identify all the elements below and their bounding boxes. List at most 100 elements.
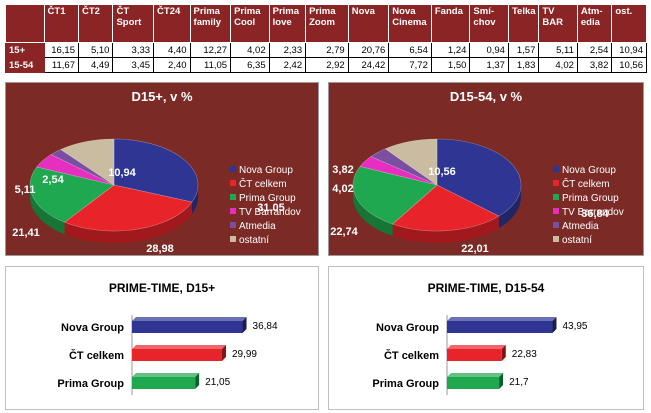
legend-swatch-t-celkem [553, 180, 559, 186]
table-cell: 5,10 [77, 42, 114, 58]
bar-top-nova-group [447, 317, 557, 321]
bar-side-prima-group [499, 373, 504, 389]
bar-panel-d15: PRIME-TIME, D15+ Nova Group 36,84 ČT celke… [5, 266, 319, 410]
legend-label-tv-barrandov: TV Barrandov [562, 207, 624, 218]
table-cell: 11,67 [43, 57, 80, 73]
bar-side-t-celkem [501, 345, 506, 361]
bar-top-t-celkem [132, 345, 226, 349]
legend-swatch-atmedia [230, 222, 236, 228]
bar-side-nova-group [552, 317, 557, 333]
pie-sides [353, 185, 521, 244]
pie-slice-atmedia [50, 149, 115, 186]
bar-title-d15-54: PRIME-TIME, D15-54 [427, 281, 545, 295]
table-cell: 4,02 [538, 57, 578, 73]
bar-value-label: 22,83 [512, 349, 537, 360]
table-cell: 4,02 [230, 42, 270, 58]
pie-side-t-celkem [64, 202, 193, 244]
pie-panel-d15-54: D15-54, v % 36,84 22,01 22,74 4,02 3,82 10,56… [328, 82, 644, 256]
legend-label-prima-group: Prima Group [239, 193, 296, 204]
legend-label-atmedia: Atmedia [562, 221, 599, 232]
pie-slice-ostatn [60, 138, 115, 186]
pie-title-d15: D15+, v % [131, 89, 193, 104]
table-cell: 2,33 [268, 42, 307, 58]
pie-panel-d15: D15+, v % 31,05 28,98 21,41 5,11 2,54 10,94 No… [5, 82, 319, 256]
bar-top-prima-group [447, 373, 504, 377]
column-header: Atm-edia [576, 4, 613, 43]
table-cell: 2,54 [576, 42, 613, 58]
legend-swatch-ostatn [230, 236, 236, 242]
pie-value-label: 5,11 [15, 184, 36, 196]
bar-top-t-celkem [447, 345, 506, 349]
legend-swatch-nova-group [553, 166, 559, 172]
bar-prima-group [132, 377, 196, 389]
bar-side-t-celkem [221, 345, 226, 361]
table-cell: 1,57 [507, 42, 540, 58]
bar-value-label: 21,7 [509, 377, 529, 388]
legend-swatch-atmedia [553, 222, 559, 228]
bar-value-label: 43,95 [562, 321, 587, 332]
bar-prima-group [447, 377, 500, 389]
table-row: 15+ 16,15 5,10 3,33 4,40 12,27 4,02 2,33 2,79 20,… [5, 42, 647, 58]
pie-slice-t-celkem [63, 184, 193, 232]
bar-category-label: Prima Group [372, 378, 439, 390]
table-cell: 5,11 [538, 42, 578, 58]
pie-side-nova-group [498, 185, 521, 229]
bar-t-celkem [132, 349, 222, 361]
pie-value-label: 4,02 [332, 183, 353, 195]
pie-chart-d15-54: 36,84 22,01 22,74 4,02 3,82 10,56 Nova GroupČT… [330, 138, 624, 255]
pie-value-label: 31,05 [257, 202, 285, 214]
column-header: ost. [611, 4, 647, 43]
legend-swatch-ostatn [553, 236, 559, 242]
legend-swatch-tv-barrandov [230, 208, 236, 214]
table-cell: 3,33 [112, 42, 155, 58]
bar-nova-group [132, 321, 243, 333]
bar-t-celkem [447, 349, 502, 361]
column-header: Nova [347, 4, 390, 43]
table-cell: 20,76 [347, 42, 390, 58]
share-table-container: ČT1 ČT2 ČT Sport ČT24 Prima family Prima Cool… [5, 4, 647, 73]
table-cell: 10,56 [611, 57, 647, 73]
legend-label-tv-barrandov: TV Barrandov [239, 207, 301, 218]
bar-category-label: Nova Group [61, 322, 124, 334]
bar-nova-group [447, 321, 553, 333]
pie-side-prima-group [30, 185, 65, 235]
table-cell: 2,79 [305, 42, 349, 58]
column-header: Nova Cinema [388, 4, 432, 43]
table-cell: 3,82 [576, 57, 613, 73]
column-header: Prima love [268, 4, 307, 43]
column-header: ČT Sport [112, 4, 155, 43]
pie-slice-tv-barrandov [359, 156, 438, 186]
column-header: Telka [507, 4, 540, 43]
table-cell: 6,54 [388, 42, 432, 58]
pie-value-label: 3,82 [332, 164, 353, 176]
table-cell: 4,49 [77, 57, 114, 73]
table-cell: 4,40 [153, 42, 191, 58]
pie-chart-d15: 31,05 28,98 21,41 5,11 2,54 10,94 Nova GroupČT… [12, 138, 301, 255]
column-header: ČT1 [43, 4, 80, 43]
legend-swatch-nova-group [230, 166, 236, 172]
pie-side-nova-group [192, 185, 199, 215]
table-cell: 11,05 [189, 57, 232, 73]
legend-swatch-tv-barrandov [553, 208, 559, 214]
table-cell: 1,83 [507, 57, 540, 73]
bar-category-label: Prima Group [57, 378, 124, 390]
pie-title-d15-54: D15-54, v % [449, 89, 523, 104]
pie-slice-nova-group [113, 138, 199, 203]
table-cell: 1,50 [430, 57, 471, 73]
pie-sides [30, 185, 199, 244]
pie-slice-tv-barrandov [36, 154, 115, 186]
table-cell: 0,94 [469, 42, 509, 58]
pie-value-label: 10,94 [108, 167, 136, 179]
legend-label-ostatn: ostatní [239, 235, 269, 246]
table-cell: 2,40 [153, 57, 191, 73]
bar-category-label: ČT celkem [384, 349, 439, 362]
pie-value-label: 22,01 [461, 243, 489, 255]
bar-category-label: ČT celkem [69, 349, 124, 362]
bar-top-prima-group [132, 373, 200, 377]
bar-side-nova-group [242, 317, 247, 333]
pie-slice-prima-group [29, 166, 115, 223]
column-header: ČT24 [153, 4, 191, 43]
table-cell: 3,45 [112, 57, 155, 73]
legend-swatch-t-celkem [230, 180, 236, 186]
legend-label-t-celkem: ČT celkem [562, 177, 610, 190]
